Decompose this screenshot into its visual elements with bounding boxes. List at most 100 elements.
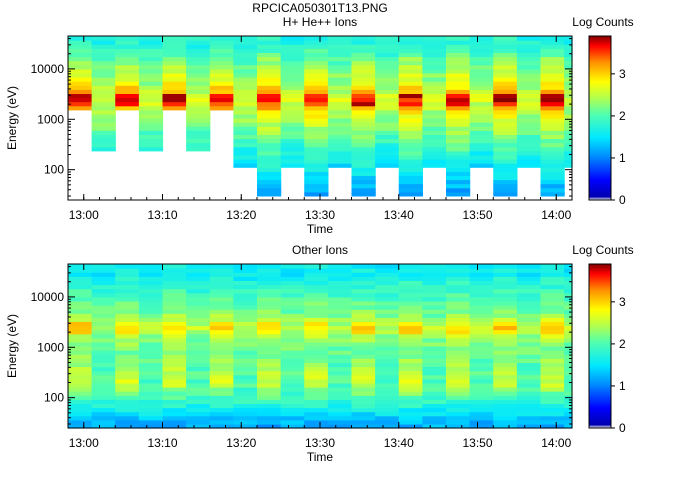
heatmap-cell [280, 85, 305, 90]
heatmap-cell [469, 305, 494, 310]
heatmap-cell [446, 179, 471, 185]
heatmap-cell [540, 313, 565, 318]
heatmap-cell [564, 333, 573, 339]
heatmap-cell [91, 126, 116, 131]
heatmap-cell [304, 305, 329, 310]
heatmap-cell [68, 329, 93, 335]
heatmap-cell [138, 415, 164, 421]
heatmap-cell [351, 317, 376, 322]
heatmap-cell [304, 175, 329, 181]
heatmap-cell [91, 317, 116, 322]
heatmap-cell [304, 109, 329, 115]
heatmap-cell [327, 72, 353, 78]
heatmap-cell [91, 81, 116, 86]
heatmap-cell [516, 321, 542, 327]
heatmap-cell [162, 403, 187, 409]
heatmap-cell [446, 395, 471, 400]
heatmap-cell [540, 415, 565, 421]
heatmap-cell [115, 268, 140, 273]
x-tick-label: 13:00 [69, 436, 99, 450]
heatmap-cell [68, 337, 93, 343]
heatmap-cell [162, 101, 187, 107]
heatmap-cell [540, 382, 565, 388]
heatmap-cell [446, 378, 471, 384]
heatmap-cell [540, 403, 565, 409]
heatmap-cell [115, 97, 140, 103]
heatmap-cell [186, 89, 211, 94]
heatmap-cell [162, 411, 187, 417]
heatmap-cell [327, 366, 353, 372]
heatmap-cell [162, 337, 187, 343]
heatmap-cell [398, 97, 423, 103]
heatmap-cell [351, 159, 376, 164]
heatmap-cell [304, 387, 329, 392]
heatmap-cell [209, 284, 234, 290]
heatmap-cell [209, 268, 234, 273]
heatmap-cell [138, 138, 164, 144]
heatmap-cell [162, 346, 187, 351]
heatmap-cell [493, 93, 518, 99]
heatmap-cell [446, 52, 471, 58]
heatmap-cell [162, 268, 187, 273]
heatmap-cell [91, 382, 116, 388]
heatmap-cell [138, 346, 164, 351]
heatmap-cell [186, 72, 211, 78]
heatmap-cell [209, 97, 234, 103]
heatmap-cell [469, 52, 494, 58]
heatmap-cell [68, 300, 93, 306]
heatmap-cell [162, 300, 187, 306]
heatmap-cell [91, 370, 116, 376]
heatmap-cell [375, 280, 400, 286]
heatmap-cell [564, 411, 573, 417]
heatmap-cell [469, 163, 494, 168]
heatmap-cell [280, 346, 305, 351]
heatmap-cell [564, 403, 573, 409]
heatmap-cell [91, 395, 116, 400]
heatmap-cell [540, 68, 565, 74]
heatmap-cell [398, 89, 423, 94]
heatmap-cell [280, 118, 305, 123]
heatmap-cell [68, 407, 93, 413]
heatmap-cell [68, 272, 93, 277]
heatmap-cell [398, 118, 423, 123]
heatmap-cell [516, 341, 542, 347]
heatmap-cell [375, 358, 400, 363]
heatmap-cell [422, 77, 447, 82]
heatmap-cell [162, 362, 187, 368]
heatmap-cell [446, 362, 471, 368]
heatmap-cell [280, 354, 305, 359]
heatmap-cell [186, 391, 211, 396]
heatmap-cell [138, 36, 164, 41]
heatmap-cell [375, 276, 400, 281]
heatmap-cell [375, 309, 400, 314]
heatmap-cell [446, 159, 471, 164]
heatmap-cell [564, 163, 573, 168]
heatmap-cell [115, 89, 140, 94]
heatmap-cell [469, 109, 494, 115]
heatmap-cell [469, 366, 494, 372]
heatmap-cell [351, 175, 376, 181]
heatmap-cell [446, 97, 471, 103]
heatmap-cell [233, 138, 258, 144]
heatmap-cell [280, 333, 305, 339]
heatmap-cell [351, 81, 376, 86]
heatmap-cell [422, 358, 447, 363]
heatmap-cell [304, 317, 329, 322]
heatmap-cell [446, 150, 471, 156]
heatmap-cell [138, 56, 164, 62]
heatmap-cell [304, 154, 329, 160]
heatmap-cell [304, 370, 329, 376]
heatmap-cell [280, 284, 305, 290]
heatmap-cell [115, 85, 140, 90]
heatmap-cell [68, 362, 93, 368]
heatmap-cell [422, 101, 447, 107]
heatmap-cell [351, 97, 376, 103]
heatmap-cell [375, 350, 400, 355]
heatmap-cell [233, 333, 258, 339]
heatmap-cell [257, 146, 282, 152]
heatmap-cell [398, 321, 423, 327]
heatmap-cell [91, 321, 116, 327]
heatmap-cell [351, 292, 376, 298]
heatmap-cell [327, 64, 353, 70]
heatmap-cell [280, 378, 305, 384]
